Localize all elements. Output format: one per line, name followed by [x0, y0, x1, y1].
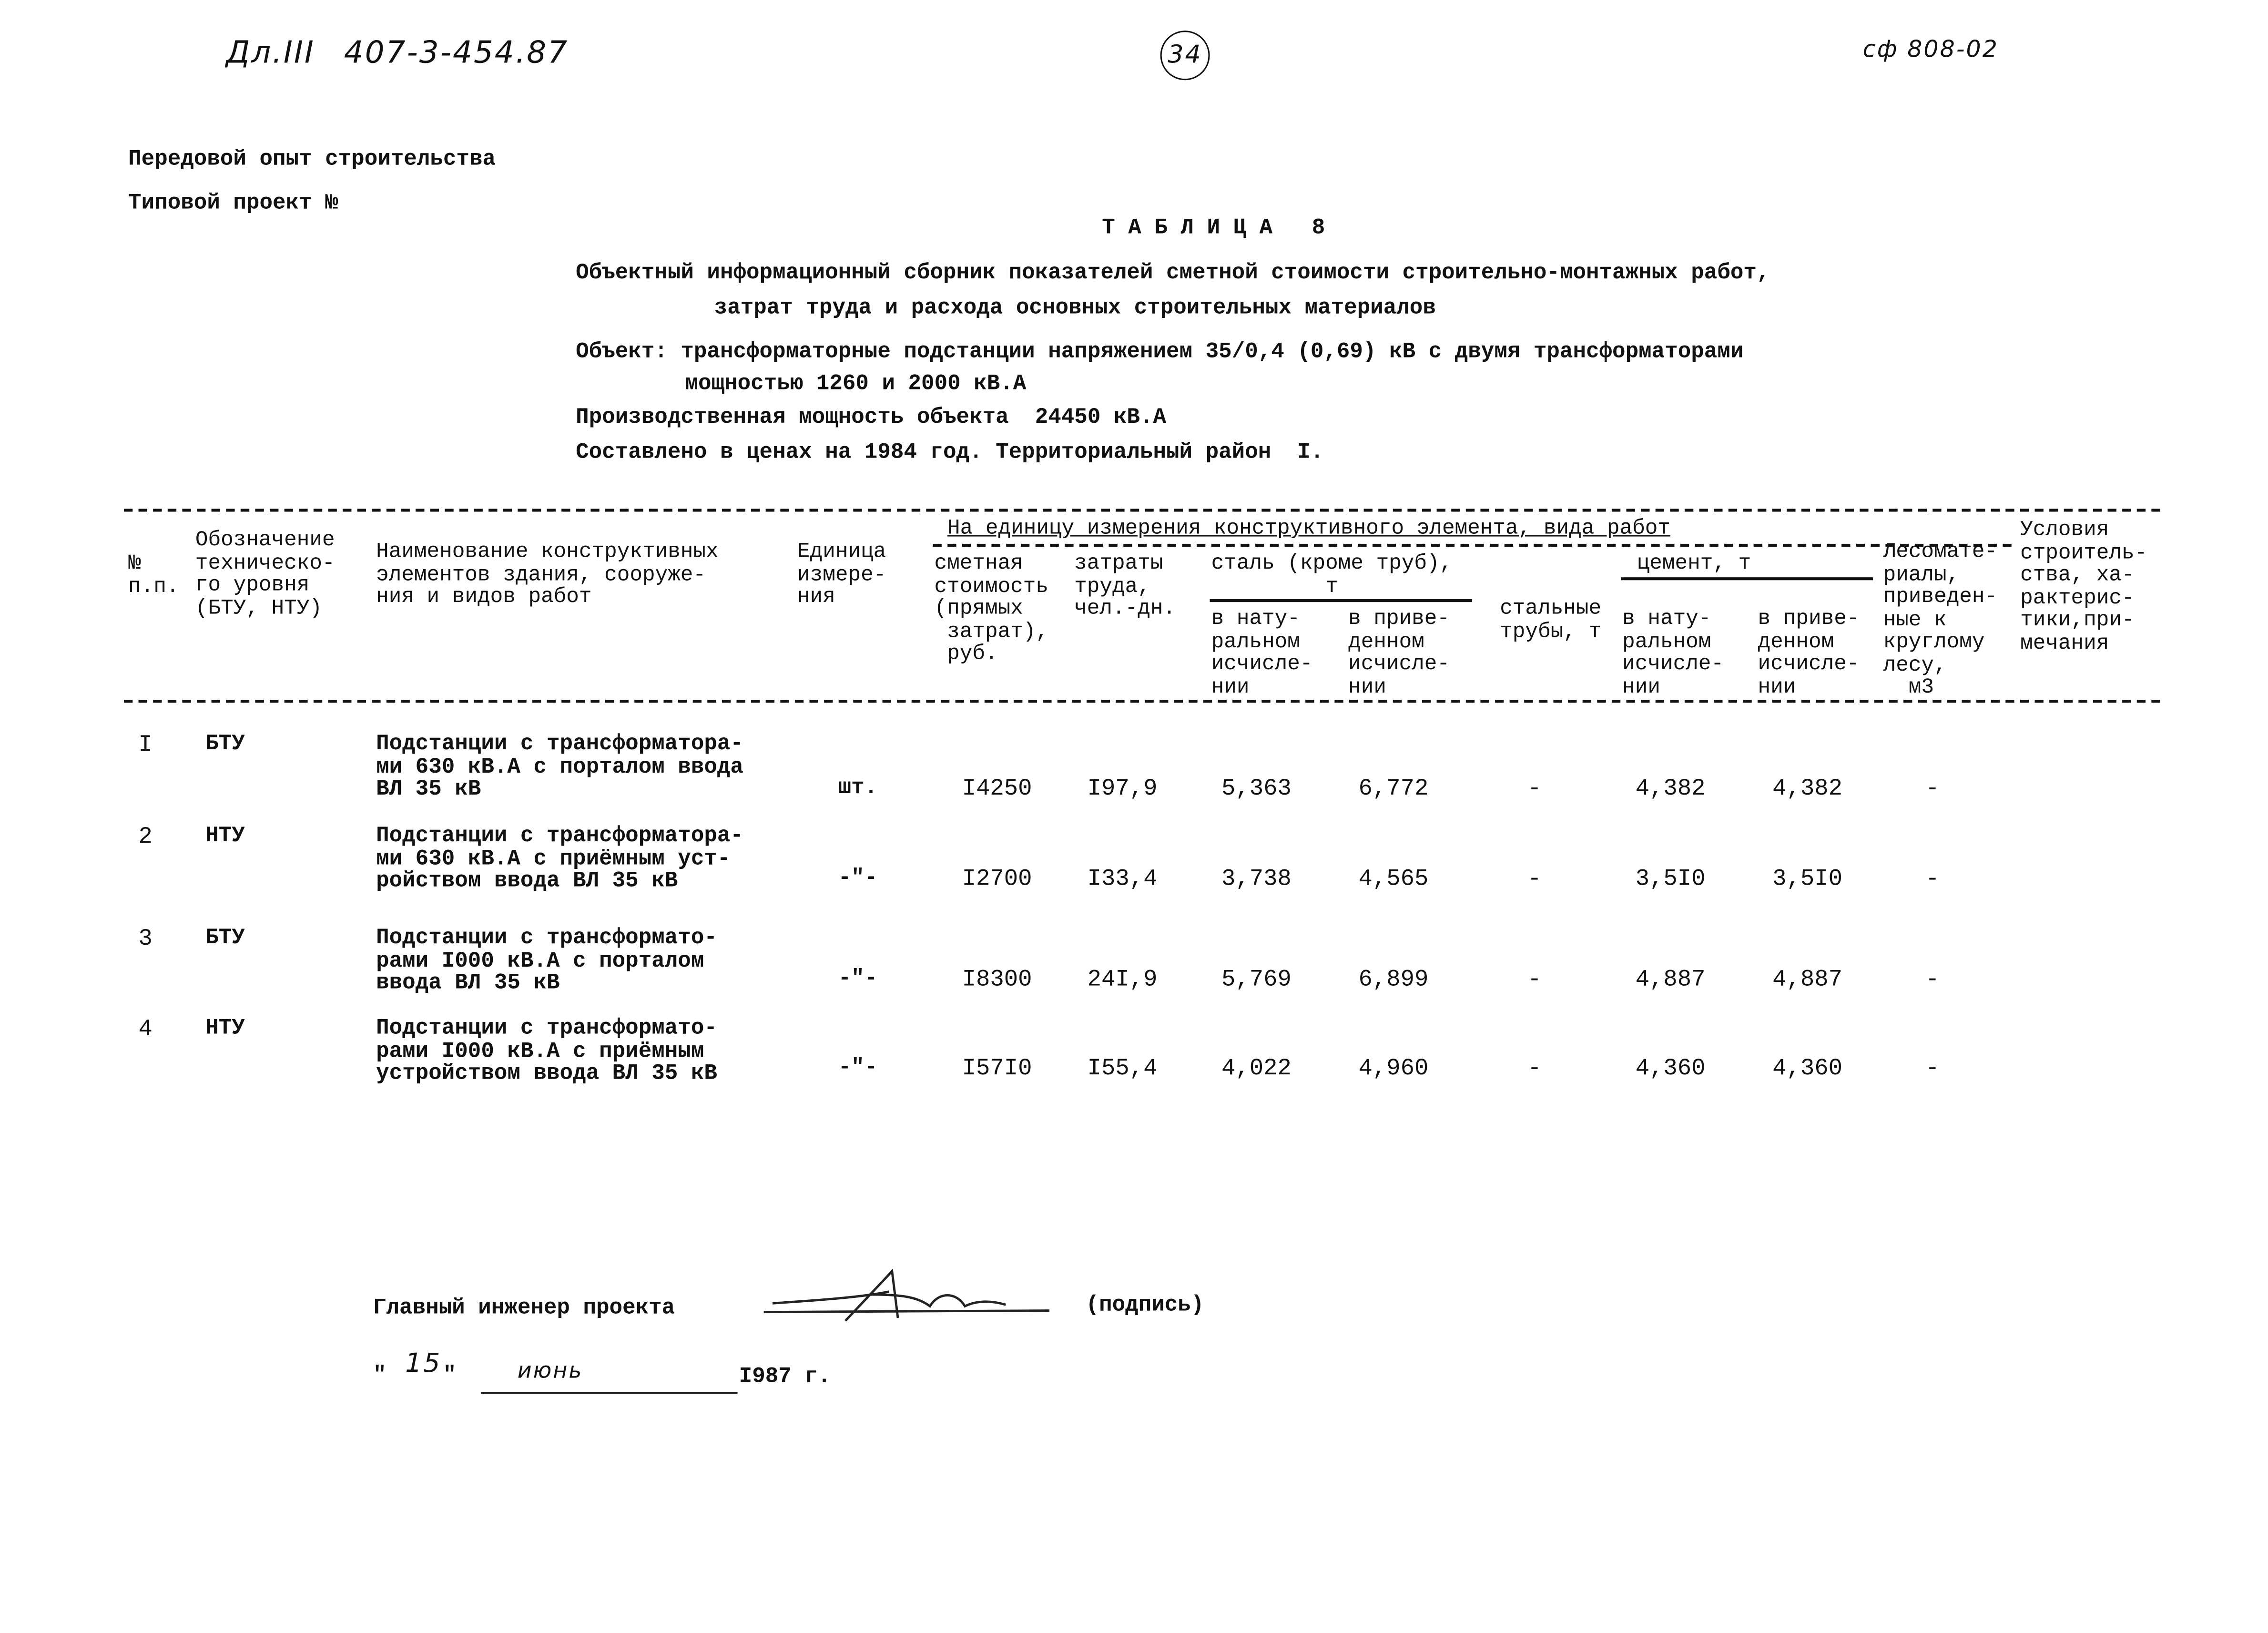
header-line-1: Передовой опыт строительства	[128, 147, 496, 172]
cell-steel-nat: 3,738	[1221, 866, 1292, 892]
cell-name: Подстанции с трансформатора- ми 630 кВ.А…	[376, 824, 743, 894]
header-pipes: стальные трубы, т	[1500, 597, 1602, 644]
cell-cement-red: 4,382	[1772, 776, 1842, 802]
cell-timber: -	[1925, 966, 1940, 993]
cell-name: Подстанции с трансформато- рами I000 кВ.…	[376, 926, 717, 996]
page-number: 34	[1160, 31, 1210, 81]
date-month: июнь	[517, 1357, 583, 1384]
header-steel-reduced: в приве- денном исчисле- нии	[1348, 608, 1450, 699]
cell-num: 4	[138, 1016, 153, 1042]
cell-cement-red: 3,5I0	[1772, 866, 1842, 892]
cell-num: 3	[138, 926, 153, 952]
table-top-rule	[123, 509, 2160, 512]
cell-steel-nat: 4,022	[1221, 1055, 1292, 1082]
prices-line: Составлено в ценах на 1984 год. Территор…	[576, 440, 1324, 465]
cell-level: БТУ	[205, 732, 245, 757]
header-unit: Единица измере- ния	[797, 541, 886, 610]
cell-labor: I55,4	[1087, 1055, 1158, 1082]
cell-cost: I57I0	[962, 1055, 1032, 1082]
form-code: сф 808-02	[1862, 35, 1999, 63]
cell-pipes: -	[1527, 866, 1542, 892]
cell-cement-red: 4,360	[1772, 1055, 1842, 1082]
cell-timber: -	[1925, 1055, 1940, 1082]
project-code: 407-3-454.87	[344, 35, 569, 70]
cell-steel-nat: 5,363	[1221, 776, 1292, 802]
cell-cement-nat: 4,887	[1635, 966, 1706, 993]
cell-num: 2	[138, 824, 153, 850]
signature	[763, 1268, 1050, 1322]
group-rule	[933, 543, 2012, 547]
cell-steel-nat: 5,769	[1221, 966, 1292, 993]
header-cost: сметная стоимость (прямых затрат), руб.	[934, 552, 1049, 666]
day-open-quote: "	[373, 1363, 386, 1388]
cell-labor: I33,4	[1087, 866, 1158, 892]
header-num: № п.п.	[128, 552, 179, 599]
cell-name: Подстанции с трансформато- рами I000 кВ.…	[376, 1016, 717, 1086]
header-cement: цемент, т	[1637, 552, 1751, 576]
cement-rule	[1621, 577, 1873, 581]
cell-level: НТУ	[205, 1016, 245, 1041]
header-line-2: Типовой проект №	[128, 191, 338, 216]
month-underline	[481, 1392, 738, 1394]
cell-cost: I2700	[962, 866, 1032, 892]
steel-rule	[1210, 599, 1473, 602]
cell-labor: 24I,9	[1087, 966, 1158, 993]
cell-cement-nat: 4,360	[1635, 1055, 1706, 1082]
cell-pipes: -	[1527, 776, 1542, 802]
table-header-rule	[123, 700, 2160, 703]
cell-cement-nat: 4,382	[1635, 776, 1706, 802]
cell-unit: -"-	[838, 1055, 878, 1081]
header-notes: Условия строитель- ства, ха- рактерис- т…	[2020, 519, 2147, 655]
header-timber: Лесомате- риалы, приведен- ные к круглом…	[1883, 541, 1998, 700]
object-line-2: мощностью 1260 и 2000 кВ.А	[685, 371, 1027, 397]
cell-steel-red: 6,899	[1358, 966, 1429, 993]
cell-pipes: -	[1527, 1055, 1542, 1082]
cell-num: I	[138, 732, 153, 758]
cell-cost: I4250	[962, 776, 1032, 802]
header-steel: сталь (кроме труб), т	[1211, 552, 1453, 599]
object-line-1: Объект: трансформаторные подстанции напр…	[576, 339, 1744, 365]
cell-labor: I97,9	[1087, 776, 1158, 802]
cell-level: НТУ	[205, 824, 245, 849]
day-close-quote: "	[443, 1363, 457, 1388]
table-label: Т А Б Л И Ц А 8	[1102, 215, 1325, 241]
capacity-line: Производственная мощность объекта 24450 …	[576, 405, 1167, 430]
sheet-mark: Дл.III	[226, 35, 315, 70]
cell-cost: I8300	[962, 966, 1032, 993]
cell-cement-red: 4,887	[1772, 966, 1842, 993]
header-cement-natural: в нату- ральном исчисле- нии	[1622, 608, 1724, 699]
cell-unit: -"-	[838, 866, 878, 891]
date-day: 15	[405, 1348, 442, 1379]
cell-pipes: -	[1527, 966, 1542, 993]
header-group: На единицу измерения конструктивного эле…	[947, 517, 1670, 541]
signature-label: (подпись)	[1086, 1293, 1204, 1318]
cell-cement-nat: 3,5I0	[1635, 866, 1706, 892]
header-labor: затраты труда, чел.-дн.	[1074, 552, 1176, 621]
cell-steel-red: 4,960	[1358, 1055, 1429, 1082]
header-steel-natural: в нату- ральном исчисле- нии	[1211, 608, 1313, 699]
cell-timber: -	[1925, 866, 1940, 892]
cell-steel-red: 4,565	[1358, 866, 1429, 892]
cell-level: БТУ	[205, 926, 245, 951]
caption-line-2: затрат труда и расхода основных строител…	[714, 296, 1436, 321]
header-name: Наименование конструктивных элементов зд…	[376, 541, 719, 610]
cell-steel-red: 6,772	[1358, 776, 1429, 802]
header-cement-reduced: в приве- денном исчисле- нии	[1758, 608, 1860, 699]
cell-name: Подстанции с трансформатора- ми 630 кВ.А…	[376, 732, 743, 802]
cell-timber: -	[1925, 776, 1940, 802]
cell-unit: шт.	[838, 776, 878, 801]
date-year: I987 г.	[739, 1364, 831, 1389]
chief-engineer-label: Главный инженер проекта	[373, 1296, 675, 1321]
cell-unit: -"-	[838, 966, 878, 991]
caption-line-1: Объектный информационный сборник показат…	[576, 261, 1770, 286]
header-level: Обозначение техническо- го уровня (БТУ, …	[195, 529, 335, 621]
